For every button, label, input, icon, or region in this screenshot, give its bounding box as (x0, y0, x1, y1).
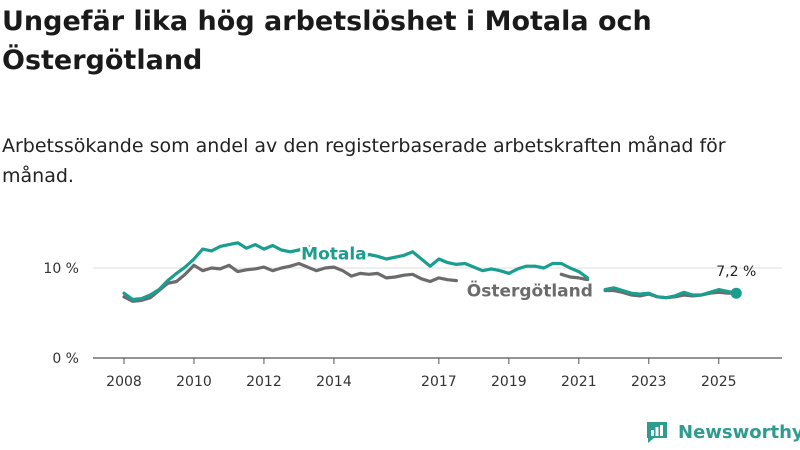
x-tick-label: 2008 (106, 374, 142, 390)
chart-subtitle: Arbetssökande som andel av den registerb… (2, 135, 726, 187)
brand[interactable]: Newsworthy (644, 419, 800, 445)
series-line-ostergotland (559, 272, 590, 282)
x-tick-label: 2025 (701, 374, 737, 390)
chart-title: Ungefär lika hög arbetslöshet i Motala o… (2, 6, 652, 76)
x-tick-label: 2019 (491, 374, 527, 390)
y-tick-label: 0 % (52, 351, 79, 367)
chart-series (122, 241, 742, 303)
chart-axes: 0 % 10 % 2008 2010 2012 2014 2017 2019 2021 2023 2… (43, 261, 736, 390)
series-label-motala: Motala (301, 245, 367, 265)
series-line-motala (122, 241, 590, 302)
x-tick-label: 2021 (561, 374, 597, 390)
series-label-ostergotland: Östergötland (467, 280, 593, 302)
chart-grid (93, 267, 782, 359)
x-tick-label: 2010 (176, 374, 212, 390)
series-line-ostergotland (122, 261, 458, 303)
x-tick-label: 2014 (316, 374, 352, 390)
newsworthy-logo-icon (647, 422, 667, 443)
y-tick-label: 10 % (43, 261, 79, 277)
x-tick-label: 2012 (246, 374, 282, 390)
x-tick-label: 2017 (421, 374, 457, 390)
end-point-marker (730, 287, 742, 299)
series-line-motala (603, 286, 738, 300)
chart-labels: 7,2 % Motala Östergötland (299, 242, 757, 304)
end-value-label: 7,2 % (716, 264, 756, 280)
brand-name: Newsworthy (678, 421, 800, 443)
x-tick-label: 2023 (631, 374, 667, 390)
